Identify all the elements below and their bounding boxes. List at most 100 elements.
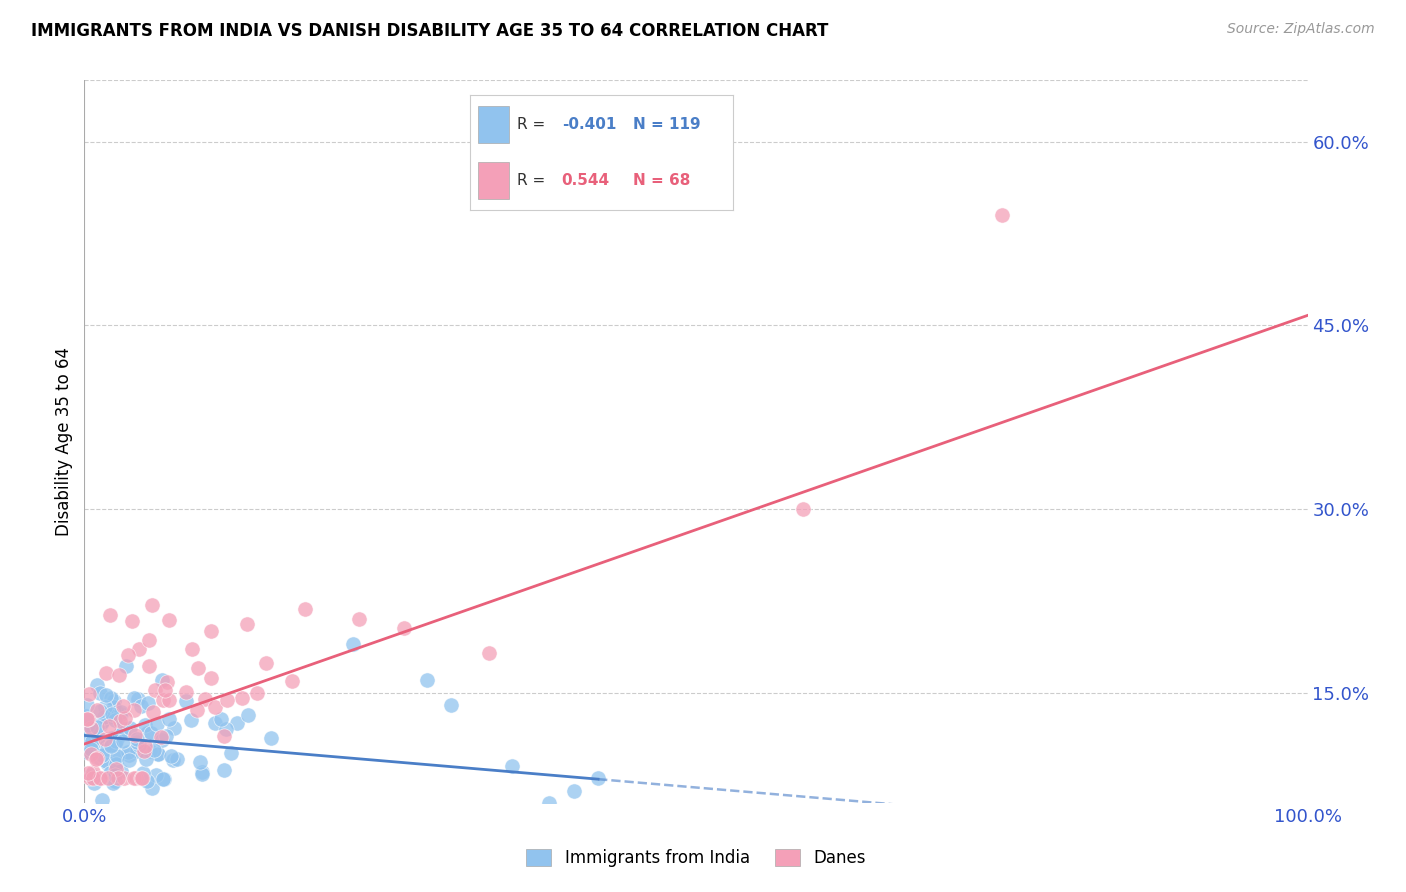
Point [105, 757, 128, 772]
Point [89, 772, 111, 786]
Point [200, 624, 222, 639]
Point [143, 683, 166, 698]
Point [166, 752, 188, 766]
Point [392, 621, 415, 635]
Point [82, 723, 104, 737]
Point [134, 739, 156, 753]
Point [191, 764, 214, 779]
Point [104, 737, 127, 751]
Point [120, 721, 142, 735]
Point [103, 765, 125, 780]
Point [134, 743, 156, 757]
Point [80, 721, 103, 735]
Point [440, 698, 463, 712]
Point [118, 753, 141, 767]
Point [217, 693, 239, 707]
Point [145, 768, 167, 782]
Point [125, 743, 148, 757]
Point [260, 731, 283, 746]
Point [225, 715, 247, 730]
Point [139, 725, 162, 739]
Point [101, 764, 124, 778]
Point [281, 673, 304, 688]
Point [117, 745, 139, 759]
Point [157, 712, 180, 726]
Point [194, 692, 217, 706]
Point [77, 738, 100, 752]
Point [146, 717, 169, 731]
Point [112, 772, 135, 786]
Point [254, 656, 277, 670]
Point [100, 691, 122, 706]
Point [108, 668, 131, 682]
Point [90, 748, 112, 763]
Point [141, 780, 163, 795]
Point [75, 722, 97, 736]
Point [152, 772, 174, 786]
Point [75, 745, 97, 759]
Point [76, 765, 98, 780]
Point [478, 646, 501, 660]
Point [127, 691, 149, 706]
Point [90, 772, 112, 786]
Legend: Immigrants from India, Danes: Immigrants from India, Danes [520, 842, 872, 874]
Point [100, 608, 122, 623]
Point [159, 693, 181, 707]
Text: IMMIGRANTS FROM INDIA VS DANISH DISABILITY AGE 35 TO 64 CORRELATION CHART: IMMIGRANTS FROM INDIA VS DANISH DISABILI… [31, 22, 828, 40]
Point [111, 734, 134, 748]
Point [125, 734, 148, 748]
Point [111, 722, 134, 736]
Point [107, 772, 129, 786]
Point [122, 771, 145, 785]
Point [141, 598, 163, 612]
Point [97, 710, 120, 724]
Point [124, 728, 146, 742]
Point [97, 771, 120, 785]
Point [562, 783, 585, 797]
Point [114, 711, 136, 725]
Point [90, 716, 112, 731]
Point [586, 772, 609, 786]
Point [100, 738, 122, 752]
Point [104, 756, 127, 771]
Point [110, 725, 132, 739]
Point [79, 772, 101, 786]
Point [80, 735, 103, 749]
Point [77, 687, 100, 701]
Point [100, 739, 122, 754]
Point [204, 700, 226, 714]
Point [94, 666, 117, 681]
Point [75, 714, 97, 728]
Point [86, 727, 108, 741]
Point [122, 690, 145, 705]
Point [143, 743, 166, 757]
Point [135, 752, 157, 766]
Point [136, 726, 159, 740]
Text: Source: ZipAtlas.com: Source: ZipAtlas.com [1227, 22, 1375, 37]
Point [121, 614, 143, 628]
Point [89, 750, 111, 764]
Point [75, 708, 97, 723]
Point [103, 694, 125, 708]
Point [125, 772, 148, 786]
Point [103, 700, 125, 714]
Point [159, 749, 181, 764]
Point [76, 718, 98, 732]
Point [176, 694, 198, 708]
Point [79, 747, 101, 761]
Point [97, 719, 120, 733]
Point [80, 741, 103, 756]
Point [80, 768, 103, 782]
Point [134, 718, 156, 732]
Point [105, 762, 128, 776]
Point [86, 678, 108, 692]
Point [231, 691, 253, 706]
Point [157, 613, 180, 627]
Point [82, 734, 104, 748]
Point [200, 671, 222, 685]
Point [115, 658, 138, 673]
Point [122, 703, 145, 717]
Point [188, 756, 211, 770]
Point [163, 721, 186, 735]
Point [246, 686, 269, 700]
